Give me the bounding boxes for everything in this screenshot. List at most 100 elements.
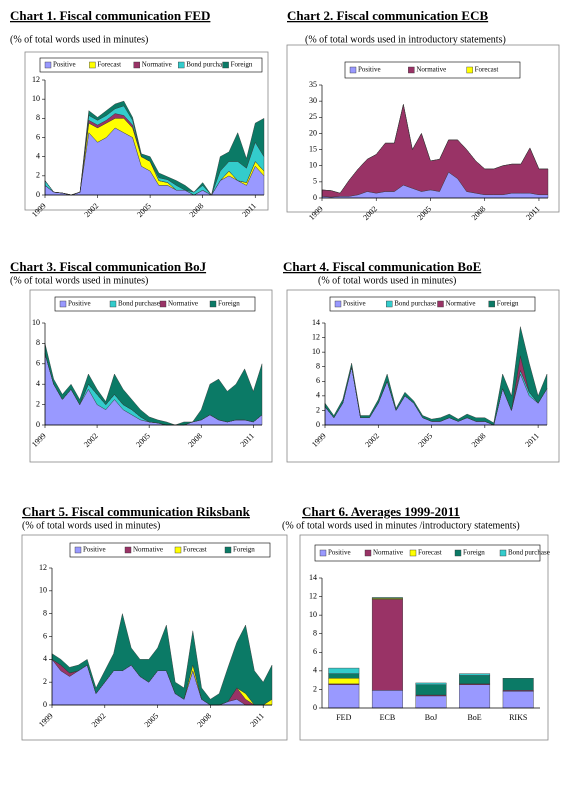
y-tick-label: 5	[313, 177, 317, 186]
legend-box	[39, 57, 263, 73]
legend-label: Foreign	[463, 549, 485, 557]
legend-label: Normative	[416, 66, 446, 74]
legend-label: Positive	[53, 61, 76, 69]
area-series	[321, 104, 548, 194]
legend-label: Foreign	[231, 61, 253, 69]
legend-swatch	[89, 61, 96, 69]
legend-swatch	[222, 61, 229, 69]
legend-label: Foreign	[497, 300, 519, 308]
x-tick-label: 2011	[248, 711, 265, 728]
y-tick-label: 0	[36, 420, 40, 429]
area-series	[51, 613, 273, 706]
bar-segment	[502, 678, 534, 691]
area-series	[321, 104, 549, 198]
bar-segment	[371, 597, 403, 599]
legend-swatch	[488, 300, 495, 308]
legend-box	[329, 296, 536, 312]
y-tick-label: 10	[39, 586, 47, 595]
bar-segment	[459, 684, 491, 709]
y-tick-label: 12	[312, 332, 320, 341]
x-tick-label: ECB	[380, 713, 396, 722]
legend-box	[314, 544, 541, 562]
legend-label: Normative	[168, 300, 198, 308]
legend-swatch	[408, 66, 415, 74]
legend-label: Bond purchase	[186, 61, 228, 69]
y-tick-label: 2	[36, 171, 40, 180]
legend-swatch	[174, 546, 182, 554]
bar-segment	[502, 691, 534, 709]
legend-label: Forecast	[418, 549, 442, 557]
chart-title: Chart 6. Averages 1999-2011	[302, 504, 460, 519]
x-tick-label: 2008	[188, 201, 206, 219]
y-tick-label: 14	[309, 573, 317, 582]
legend-swatch	[349, 66, 357, 74]
y-tick-label: 10	[309, 161, 317, 170]
chart-frame	[21, 534, 288, 741]
x-tick-label: 2008	[470, 431, 488, 449]
y-tick-label: 35	[309, 80, 317, 89]
x-tick-label: 2002	[83, 201, 101, 219]
legend-label: Forecast	[183, 546, 207, 554]
legend-swatch	[224, 546, 232, 554]
y-tick-label: 6	[313, 647, 317, 656]
x-tick-label: 2008	[470, 204, 488, 222]
legend-swatch	[437, 300, 444, 308]
x-tick-label: 1999	[310, 431, 328, 449]
x-tick-label: 2002	[361, 204, 379, 222]
y-tick-label: 4	[36, 379, 40, 388]
chart-subtitle: (% of total words used in introductory s…	[305, 34, 506, 45]
bar-segment	[371, 599, 403, 691]
y-tick-label: 25	[309, 112, 317, 121]
legend-swatch	[159, 300, 167, 308]
area-series	[44, 343, 263, 426]
legend-swatch	[44, 61, 52, 69]
legend-label: Forecast	[475, 66, 499, 74]
chart-title: Chart 4. Fiscal communication BoE	[283, 259, 481, 274]
x-tick-label: 2002	[363, 431, 381, 449]
y-tick-label: 12	[32, 75, 40, 84]
legend-label: Positive	[83, 546, 106, 554]
y-tick-label: 14	[312, 318, 320, 327]
x-tick-label: 2011	[240, 201, 257, 218]
x-tick-label: 2005	[134, 431, 152, 449]
y-tick-label: 30	[309, 96, 317, 105]
area-series	[44, 100, 265, 196]
y-tick-label: 6	[316, 376, 320, 385]
legend-label: Foreign	[233, 546, 255, 554]
legend-swatch	[386, 300, 393, 308]
legend-label: Normative	[133, 546, 163, 554]
y-tick-label: 12	[309, 591, 317, 600]
bar-segment	[328, 673, 360, 679]
y-tick-label: 0	[36, 190, 40, 199]
legend-label: Positive	[358, 66, 381, 74]
legend-label: Bond purchase	[394, 300, 436, 308]
y-tick-label: 10	[309, 610, 317, 619]
x-tick-label: 2008	[195, 711, 213, 729]
x-tick-label: 1999	[30, 201, 48, 219]
legend-swatch	[364, 549, 372, 557]
legend-swatch	[409, 549, 417, 557]
legend-swatch	[74, 546, 82, 554]
y-tick-label: 12	[39, 563, 47, 572]
chart-frame	[24, 51, 269, 211]
x-tick-label: 1999	[30, 431, 48, 449]
bar-segment	[459, 673, 491, 676]
x-tick-label: 2011	[523, 431, 540, 448]
x-tick-label: 2005	[417, 431, 435, 449]
bar-segment	[415, 695, 447, 709]
chart-subtitle: (% of total words used in minutes)	[318, 275, 456, 286]
x-tick-label: 2005	[143, 711, 161, 729]
chart-frame	[286, 289, 560, 463]
chart-title: Chart 3. Fiscal communication BoJ	[10, 259, 207, 274]
bar-segment	[459, 675, 491, 685]
legend-swatch	[124, 546, 132, 554]
legend-box	[69, 542, 271, 558]
legend-label: Positive	[328, 549, 351, 557]
chart-title: Chart 5. Fiscal communication Riksbank	[22, 504, 251, 519]
y-tick-label: 8	[36, 113, 40, 122]
x-tick-label: 2005	[416, 204, 434, 222]
y-tick-label: 6	[36, 132, 40, 141]
x-tick-label: 2005	[135, 201, 153, 219]
x-tick-label: 2011	[239, 431, 256, 448]
